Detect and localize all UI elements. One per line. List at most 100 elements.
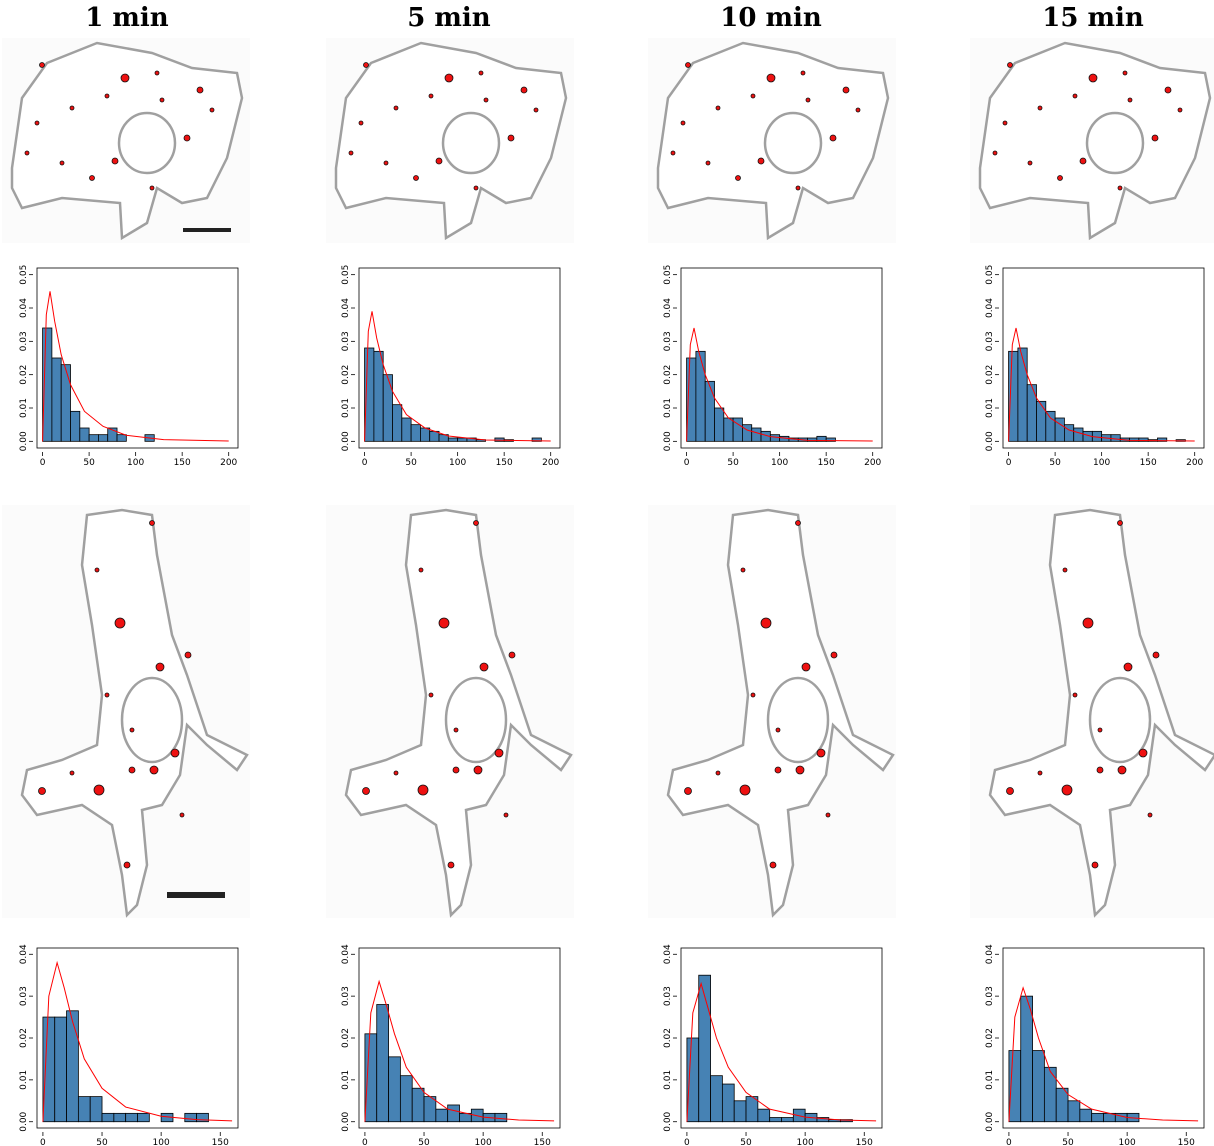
bar	[382, 374, 393, 442]
y-tick-label: 0.04	[19, 944, 29, 964]
x-tick-label: 200	[220, 458, 237, 468]
bar	[411, 1087, 425, 1123]
cell-image	[968, 36, 1214, 245]
bar	[781, 1117, 794, 1123]
bar	[1045, 410, 1056, 442]
x-tick-label: 50	[727, 458, 739, 468]
y-tick-label: 0.04	[985, 944, 995, 964]
x-tick-label: 100	[797, 1138, 814, 1146]
x-tick-label: 150	[1178, 1138, 1195, 1146]
x-tick-label: 0	[684, 1138, 690, 1146]
bar	[376, 1004, 389, 1123]
bar	[113, 1112, 127, 1123]
bar	[388, 1056, 401, 1123]
y-tick-label: 0.00	[663, 1111, 673, 1131]
x-tick-label: 50	[1062, 1138, 1074, 1146]
x-tick-label: 0	[362, 1138, 368, 1146]
plot-frame	[358, 267, 561, 449]
bar	[196, 1112, 209, 1123]
bar	[494, 1112, 508, 1123]
y-tick-label: 0.02	[985, 365, 995, 385]
x-tick-label: 0	[40, 1138, 46, 1146]
plot-frame	[358, 947, 561, 1129]
bar	[769, 1117, 782, 1123]
bar	[1079, 1108, 1093, 1123]
scale-bar	[183, 228, 231, 232]
bar	[1157, 437, 1168, 442]
plot-frame	[36, 267, 239, 449]
y-tick-label: 0.05	[341, 265, 351, 285]
bar	[137, 1112, 150, 1123]
x-tick-label: 50	[740, 1138, 752, 1146]
y-tick-label: 0.02	[19, 1028, 29, 1048]
bar	[714, 407, 725, 442]
y-tick-label: 0.04	[985, 298, 995, 318]
bar	[447, 437, 459, 442]
cell-image	[0, 36, 252, 245]
y-tick-label: 0.02	[663, 1028, 673, 1048]
y-tick-label: 0.03	[19, 986, 29, 1006]
bar	[531, 437, 542, 442]
bar	[88, 434, 99, 442]
bar	[1067, 1100, 1081, 1123]
bar	[70, 410, 81, 442]
plot-frame	[680, 267, 883, 449]
bar	[723, 417, 734, 442]
cell-image	[968, 503, 1214, 920]
fit-curve	[1008, 986, 1199, 1122]
bar	[116, 434, 127, 442]
y-tick-label: 0.01	[19, 1070, 29, 1090]
cell-image	[646, 503, 898, 920]
bar	[457, 437, 468, 442]
y-tick-label: 0.01	[341, 1070, 351, 1090]
bar	[695, 350, 706, 442]
cell-image	[324, 36, 576, 245]
bar	[459, 1112, 472, 1123]
x-tick-label: 150	[212, 1138, 229, 1146]
fit-curve	[1008, 327, 1195, 442]
bar	[1036, 400, 1047, 442]
y-tick-label: 0.04	[663, 298, 673, 318]
bar	[825, 437, 836, 442]
y-tick-label: 0.03	[663, 986, 673, 1006]
x-tick-label: 100	[771, 458, 788, 468]
y-tick-label: 0.01	[341, 398, 351, 418]
x-tick-label: 50	[96, 1138, 108, 1146]
column-title: 10 min	[720, 3, 822, 33]
y-tick-label: 0.02	[663, 365, 673, 385]
bar	[1020, 995, 1033, 1123]
bar	[184, 1112, 198, 1123]
bar	[79, 427, 90, 442]
x-tick-label: 100	[449, 458, 466, 468]
bar	[98, 434, 109, 442]
bar	[101, 1112, 115, 1123]
x-tick-label: 150	[818, 458, 835, 468]
x-tick-label: 200	[864, 458, 881, 468]
x-tick-label: 100	[1119, 1138, 1136, 1146]
x-tick-label: 0	[1006, 1138, 1012, 1146]
x-tick-label: 150	[496, 458, 513, 468]
y-tick-label: 0.02	[341, 1028, 351, 1048]
column-title: 15 min	[1042, 3, 1144, 33]
bar	[373, 350, 384, 442]
bar	[89, 1096, 103, 1123]
y-tick-label: 0.01	[663, 398, 673, 418]
cell-image	[0, 503, 252, 920]
cell-image	[646, 36, 898, 245]
y-tick-label: 0.00	[341, 1111, 351, 1131]
bar	[721, 1083, 735, 1123]
fit-curve	[686, 981, 877, 1122]
x-tick-label: 100	[153, 1138, 170, 1146]
bar	[77, 1096, 91, 1123]
plot-frame	[1002, 947, 1205, 1129]
fit-curve	[364, 311, 551, 442]
x-tick-label: 100	[127, 458, 144, 468]
y-tick-label: 0.00	[19, 431, 29, 451]
bar	[1032, 1050, 1045, 1123]
bar	[751, 427, 762, 442]
x-tick-label: 150	[174, 458, 191, 468]
y-tick-label: 0.03	[663, 331, 673, 351]
y-tick-label: 0.05	[19, 265, 29, 285]
fit-curve	[686, 327, 873, 442]
y-tick-label: 0.00	[341, 431, 351, 451]
